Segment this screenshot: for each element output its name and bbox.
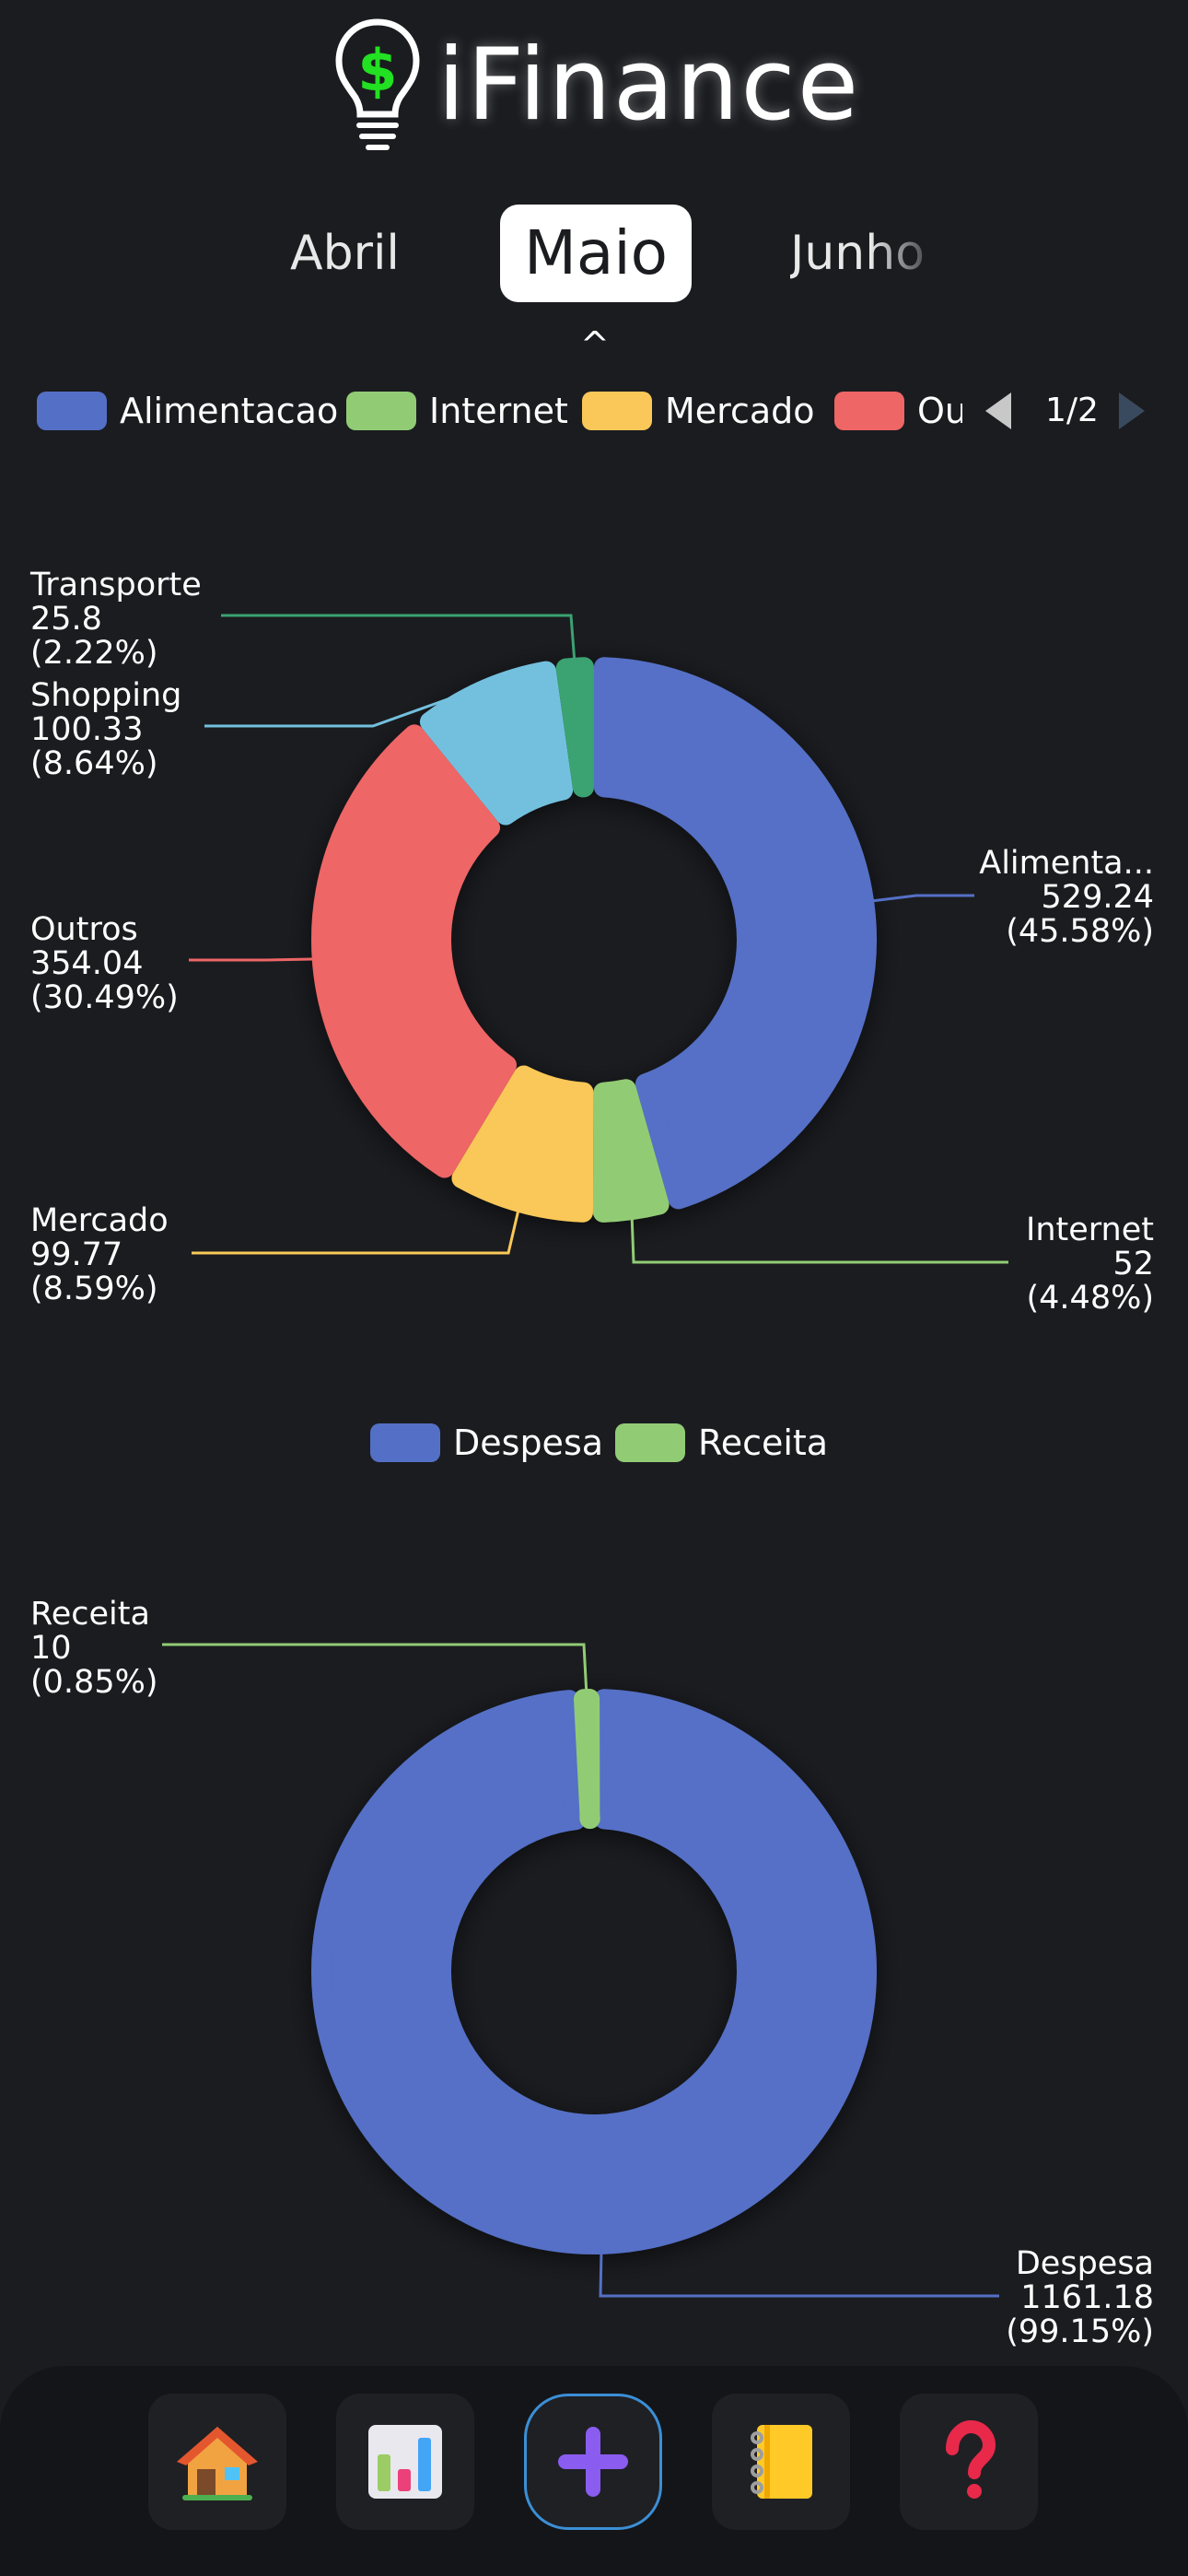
leader-line-despesa	[599, 2247, 999, 2298]
legend-label: Mercado	[665, 391, 815, 431]
lightbulb-dollar-icon: $	[335, 18, 420, 150]
legend-item-alimentacao[interactable]: Alimentacao	[37, 378, 338, 444]
legend-label: Alimentacao	[120, 391, 339, 431]
question-mark-icon	[946, 2419, 996, 2499]
slice-label-outros-1: 354.04	[30, 945, 143, 982]
notebook-icon	[751, 2425, 812, 2499]
legend-item-mercado[interactable]: Mercado	[582, 378, 815, 444]
month-selector: Abril Maio Junho	[0, 205, 1188, 306]
legend-item-internet[interactable]: Internet	[346, 378, 568, 444]
legend-label: Ou	[917, 391, 962, 431]
plus-icon	[558, 2427, 628, 2497]
legend-swatch	[834, 392, 904, 430]
slice-label-transporte-0: Transporte	[29, 567, 202, 603]
nav-home-button[interactable]	[148, 2394, 286, 2530]
app-title: iFinance	[437, 28, 861, 143]
slice-label-despesa-1: 1161.18	[1020, 2279, 1154, 2316]
legend-label: Internet	[429, 391, 568, 431]
slice-label-mercado-0: Mercado	[30, 1202, 169, 1239]
nav-notes-button[interactable]	[712, 2394, 850, 2530]
legend-label: Receita	[698, 1423, 829, 1463]
slice-label-mercado-2: (8.59%)	[30, 1270, 158, 1307]
bottom-nav	[0, 2366, 1188, 2576]
slice-internet[interactable]	[592, 1079, 670, 1223]
slice-label-receita-1: 10	[30, 1630, 72, 1667]
month-current[interactable]: Maio	[500, 205, 692, 302]
legend-swatch	[37, 392, 107, 430]
leader-line-outros	[189, 957, 319, 962]
category-donut-chart: Alimenta...529.24(45.58%) Internet52(4.48…	[29, 567, 1155, 1317]
legend-swatch	[346, 392, 416, 430]
leader-line-transporte	[221, 614, 577, 664]
leader-line-receita	[162, 1643, 588, 1696]
legend-item-outros[interactable]: Ou	[834, 378, 962, 444]
current-month-indicator: ^	[580, 324, 610, 365]
slice-label-shopping-1: 100.33	[30, 711, 143, 748]
leader-line-internet	[630, 1213, 1008, 1264]
slice-label-internet-0: Internet	[1026, 1212, 1154, 1248]
slice-label-shopping-2: (8.64%)	[30, 745, 158, 782]
bar-chart-icon	[368, 2425, 442, 2499]
legend-item-receita[interactable]: Receita	[615, 1410, 828, 1476]
category-legend: Alimentacao Internet Mercado Ou 1/2	[0, 378, 1188, 444]
house-icon	[177, 2427, 258, 2500]
slice-label-outros-2: (30.49%)	[30, 979, 179, 1016]
legend-swatch	[615, 1423, 685, 1462]
slice-label-internet-1: 52	[1112, 1246, 1154, 1282]
slice-label-receita-2: (0.85%)	[30, 1664, 158, 1701]
legend-pager: 1/2	[981, 378, 1174, 444]
month-next[interactable]: Junho	[790, 205, 925, 302]
slice-receita[interactable]	[574, 1689, 600, 1830]
slice-label-despesa-2: (99.15%)	[1006, 2313, 1154, 2350]
legend-label: Despesa	[453, 1423, 604, 1463]
slice-outros[interactable]	[311, 724, 517, 1178]
slice-label-transporte-2: (2.22%)	[30, 635, 158, 672]
slice-label-alimenta-0: Alimenta...	[979, 845, 1154, 882]
slice-label-alimenta-2: (45.58%)	[1006, 913, 1154, 950]
slice-label-transporte-1: 25.8	[30, 601, 102, 638]
nav-charts-button[interactable]	[336, 2394, 474, 2530]
nav-add-button[interactable]	[524, 2394, 662, 2530]
slice-label-alimenta-1: 529.24	[1042, 879, 1154, 916]
svg-text:$: $	[357, 37, 397, 104]
slice-shopping[interactable]	[419, 661, 574, 825]
slice-label-internet-2: (4.48%)	[1027, 1280, 1155, 1317]
leader-line-alimenta	[867, 894, 974, 903]
leader-line-mercado	[192, 1205, 521, 1255]
legend-prev-arrow-icon[interactable]	[985, 392, 1011, 429]
legend-scroll-area: Alimentacao Internet Mercado Ou	[37, 378, 962, 444]
month-prev[interactable]: Abril	[290, 226, 400, 281]
legend-swatch	[582, 392, 652, 430]
slice-despesa[interactable]	[311, 1689, 877, 2254]
type-legend: Despesa Receita	[0, 1410, 1188, 1469]
legend-page-indicator: 1/2	[1045, 392, 1099, 429]
slice-mercado[interactable]	[451, 1065, 594, 1223]
nav-help-button[interactable]	[900, 2394, 1038, 2530]
slice-label-shopping-0: Shopping	[30, 677, 181, 714]
slice-label-receita-0: Receita	[30, 1596, 150, 1633]
slice-label-outros-0: Outros	[30, 911, 138, 948]
leader-line-shopping	[204, 685, 484, 728]
legend-item-despesa[interactable]: Despesa	[370, 1410, 603, 1476]
slice-label-despesa-0: Despesa	[1016, 2245, 1154, 2282]
slice-label-mercado-1: 99.77	[30, 1236, 122, 1273]
legend-next-arrow-icon[interactable]	[1119, 392, 1145, 429]
slice-alimenta[interactable]	[593, 657, 877, 1210]
slice-transporte[interactable]	[555, 657, 595, 798]
header: $ iFinance	[0, 0, 1188, 175]
legend-swatch	[370, 1423, 440, 1462]
